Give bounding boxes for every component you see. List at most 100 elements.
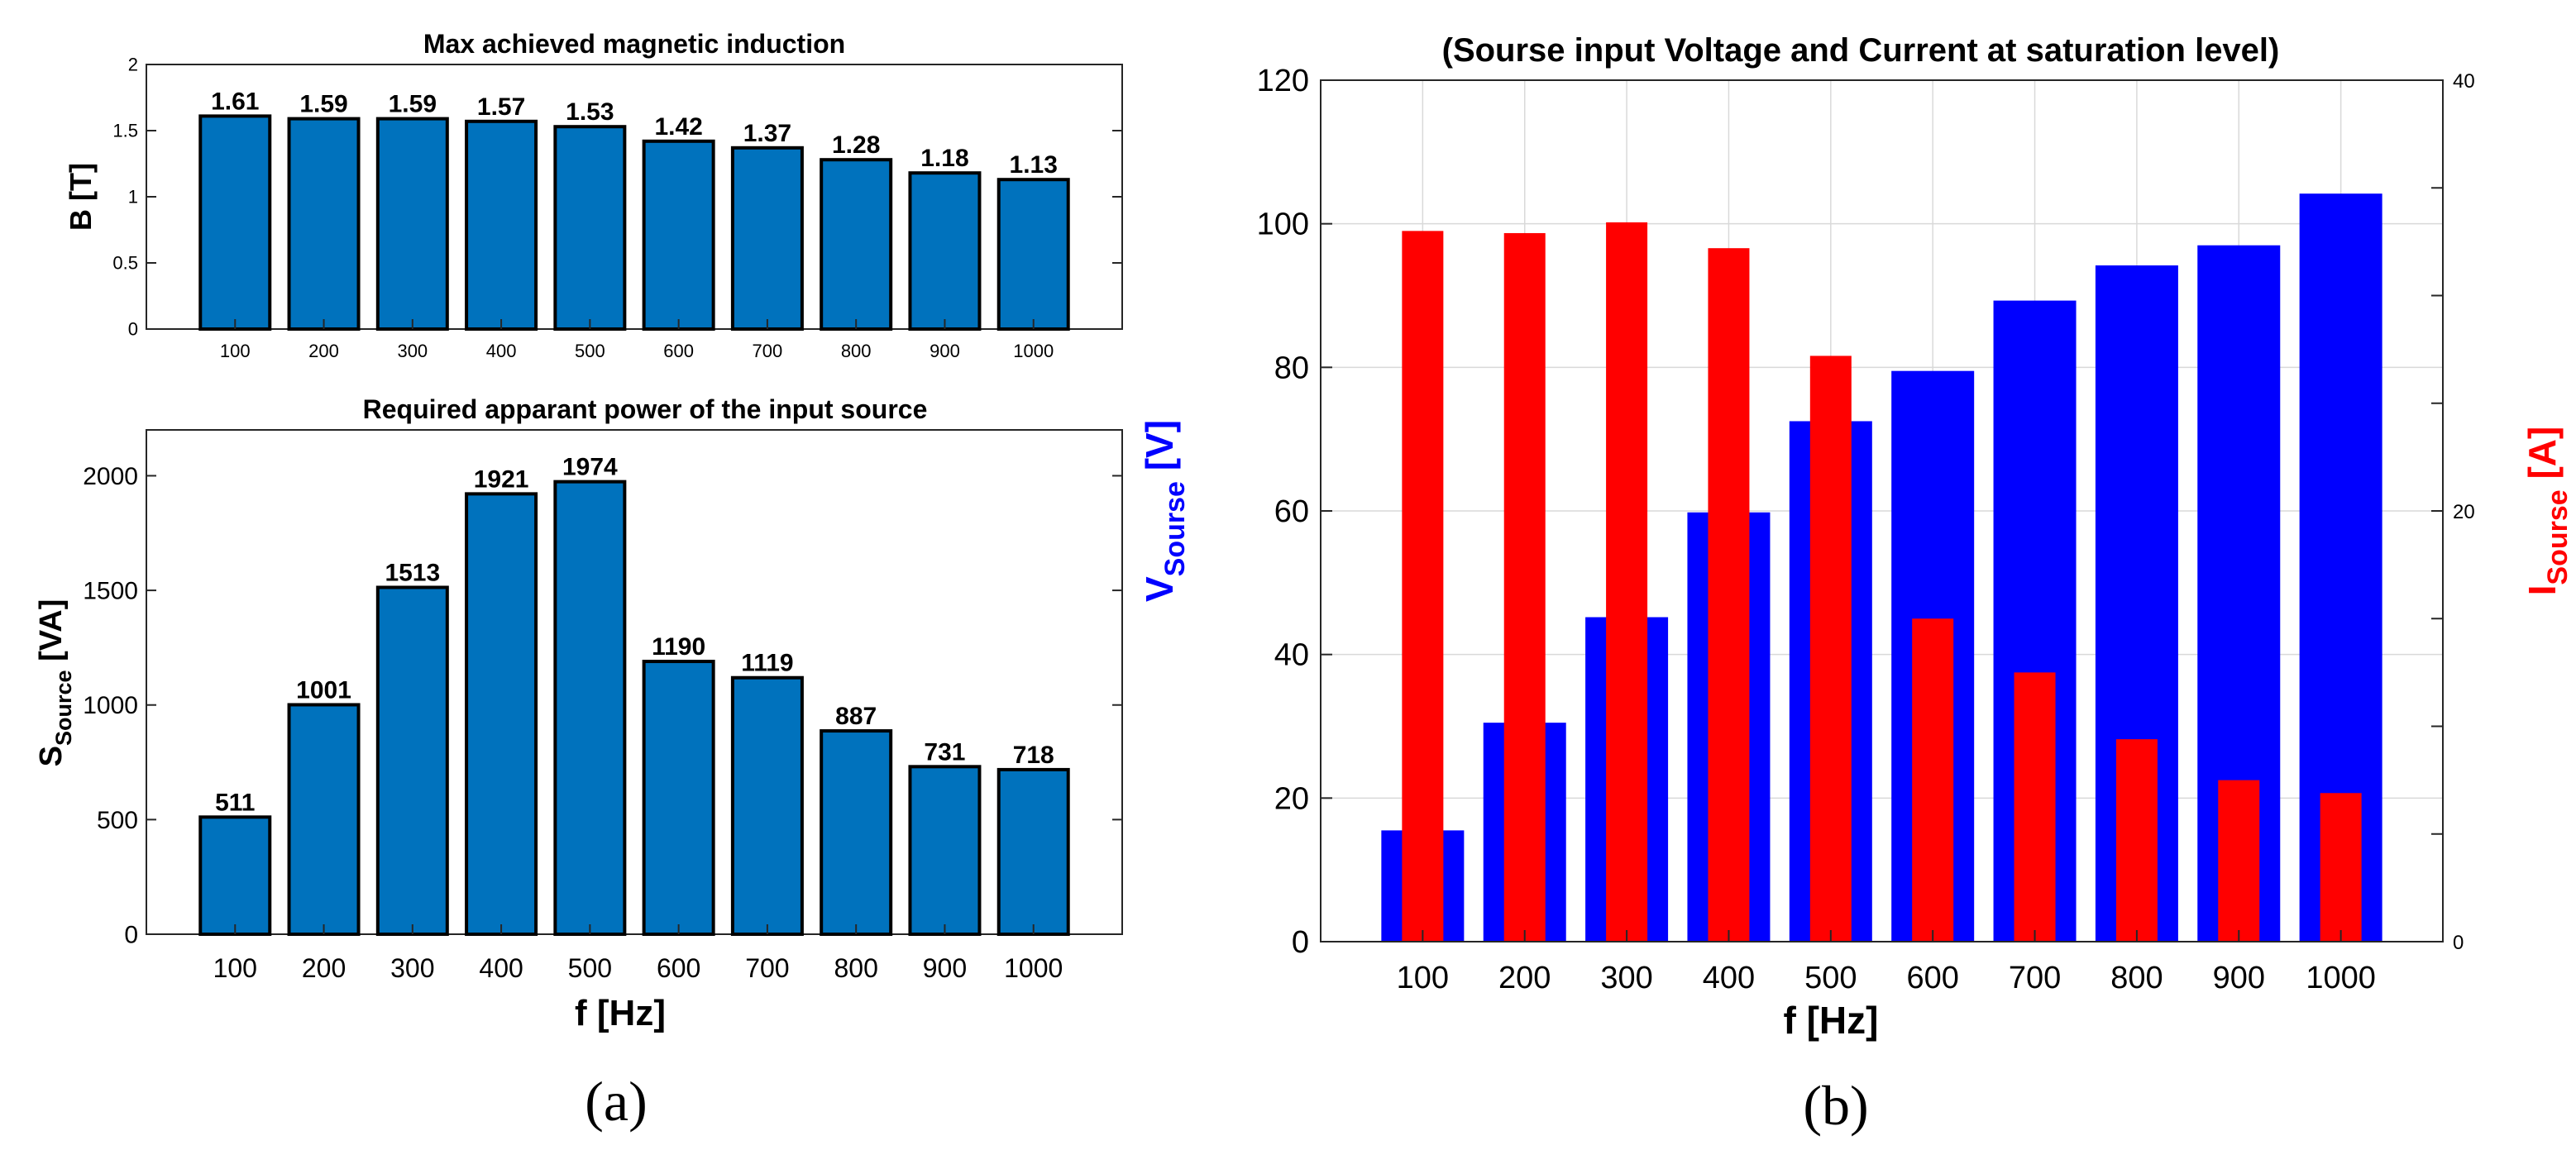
y-tick-label-s: 1000 — [83, 692, 138, 719]
bar-current — [2218, 780, 2260, 942]
chart-title-b: Max achieved magnetic induction — [423, 29, 845, 59]
bar-current — [1708, 248, 1750, 942]
bar-b — [198, 114, 272, 331]
x-tick-label-b: 200 — [308, 341, 339, 361]
y-ticks-right-vi: 0 20 40 — [2431, 70, 2475, 954]
data-label-b: 1.28 — [832, 131, 880, 159]
x-tick-label-s: 200 — [302, 953, 346, 983]
data-label-b: 1.61 — [211, 88, 259, 115]
x-tick-label-s: 900 — [923, 953, 967, 983]
y-tick-label-left-vi: 100 — [1257, 208, 1309, 242]
data-label-b: 1.18 — [920, 145, 968, 172]
data-label-s: 1190 — [652, 633, 705, 661]
y-tick-label-left-vi: 60 — [1274, 494, 1309, 529]
chart-magnetic-induction: Max achieved magnetic induction 0 0.5 1 1.5… — [64, 29, 1123, 361]
x-tick-label-vi: 700 — [2009, 961, 2061, 995]
chart-voltage-current: 0 20 40 60 80 100 120 0 20 40 100 200 300 400 500 600… — [1138, 32, 2574, 1042]
x-tick-label-vi: 500 — [1804, 961, 1857, 995]
x-tick-label-s: 1000 — [1004, 953, 1063, 983]
bar-s — [996, 767, 1070, 936]
bar-b — [730, 146, 804, 331]
bar-s — [198, 815, 272, 937]
x-tick-label-s: 100 — [213, 953, 257, 983]
x-tick-label-vi: 900 — [2213, 961, 2265, 995]
data-label-s: 718 — [1013, 742, 1054, 769]
chart-title-s: Required apparant power of the input sou… — [363, 394, 928, 424]
bars-b — [198, 114, 1070, 331]
y-tick-label-right-vi: 40 — [2453, 70, 2475, 93]
bar-s — [730, 675, 804, 936]
y-tick-label-b: 2 — [128, 55, 138, 75]
data-label-s: 1974 — [562, 454, 618, 481]
bar-s — [287, 703, 361, 936]
data-label-s: 1001 — [296, 676, 351, 704]
y-tick-label-s: 1500 — [83, 578, 138, 605]
bar-s — [465, 492, 538, 936]
x-axis-label-s: f [Hz] — [575, 993, 666, 1033]
data-label-b: 1.57 — [477, 93, 525, 121]
bar-current — [2320, 793, 2362, 942]
data-label-b: 1.53 — [566, 98, 614, 126]
bar-current — [1912, 618, 1954, 942]
bar-current — [2115, 739, 2158, 942]
data-label-s: 1921 — [474, 465, 529, 493]
bars-s — [198, 480, 1070, 937]
y-tick-label-right-vi: 20 — [2453, 501, 2475, 523]
y-axis-label-right-vi: ISourse [A] — [2521, 427, 2574, 596]
plot-area-s — [146, 429, 1123, 935]
bar-current — [2014, 672, 2056, 942]
bar-b — [375, 117, 449, 331]
y-axis-label-s-unit: [VA] — [34, 599, 69, 670]
bar-current — [1503, 232, 1546, 942]
x-tick-label-s: 700 — [745, 953, 789, 983]
y-tick-label-left-vi: 0 — [1292, 925, 1309, 960]
y-axis-label-b: B [T] — [64, 163, 98, 231]
y-tick-label-left-vi: 80 — [1274, 351, 1309, 385]
x-tick-label-vi: 1000 — [2306, 961, 2376, 995]
y-tick-label-b: 1 — [128, 187, 138, 208]
y-tick-label-b: 0 — [128, 319, 138, 340]
panel-label-a: (a) — [585, 1070, 647, 1133]
x-tick-label-b: 700 — [753, 341, 783, 361]
x-tick-label-vi: 300 — [1600, 961, 1652, 995]
y-axis-label-right-main: I — [2521, 585, 2564, 596]
data-label-b: 1.59 — [389, 91, 437, 118]
x-tick-label-b: 1000 — [1013, 341, 1054, 361]
panel-label-b: (b) — [1803, 1074, 1868, 1137]
x-tick-label-vi: 200 — [1498, 961, 1551, 995]
data-labels-b: 1.61 1.59 1.59 1.57 1.53 1.42 1.37 1.28 1.18 1.13 — [211, 88, 1058, 179]
y-axis-label-left-unit: [V] — [1138, 420, 1181, 481]
x-tick-label-vi: 600 — [1906, 961, 1958, 995]
x-tick-label-b: 900 — [930, 341, 960, 361]
y-axis-label-right-sub: Sourse — [2542, 489, 2574, 585]
data-label-b: 1.59 — [299, 91, 347, 118]
bar-b — [820, 158, 893, 331]
chart-apparent-power: Required apparant power of the input sou… — [34, 394, 1123, 1033]
y-axis-label-left-main: V — [1138, 576, 1181, 602]
bar-b — [553, 125, 627, 331]
bar-s — [375, 585, 449, 937]
data-label-s: 511 — [215, 789, 255, 816]
y-tick-label-b: 0.5 — [112, 253, 138, 274]
y-tick-label-left-vi: 40 — [1274, 638, 1309, 673]
x-tick-label-vi: 800 — [2110, 961, 2163, 995]
y-axis-label-left-sub: Sourse — [1159, 481, 1191, 576]
y-tick-label-s: 2000 — [83, 463, 138, 490]
bar-b — [465, 119, 538, 331]
bar-current — [1809, 355, 1852, 942]
data-label-b: 1.13 — [1010, 151, 1058, 179]
y-axis-label-s: SSource [VA] — [34, 599, 76, 767]
data-label-s: 731 — [924, 738, 965, 766]
x-tick-label-b: 500 — [575, 341, 605, 361]
data-label-b: 1.37 — [743, 120, 791, 147]
bar-s — [820, 729, 893, 936]
x-tick-label-b: 400 — [486, 341, 517, 361]
bar-b — [908, 171, 982, 331]
y-tick-label-b: 1.5 — [112, 121, 138, 141]
bar-s — [908, 765, 982, 937]
x-tick-label-vi: 400 — [1703, 961, 1755, 995]
bar-current — [1402, 231, 1444, 942]
bar-s — [553, 480, 627, 936]
data-labels-s: 511 1001 1513 1921 1974 1190 1119 887 731 718 — [215, 454, 1054, 817]
